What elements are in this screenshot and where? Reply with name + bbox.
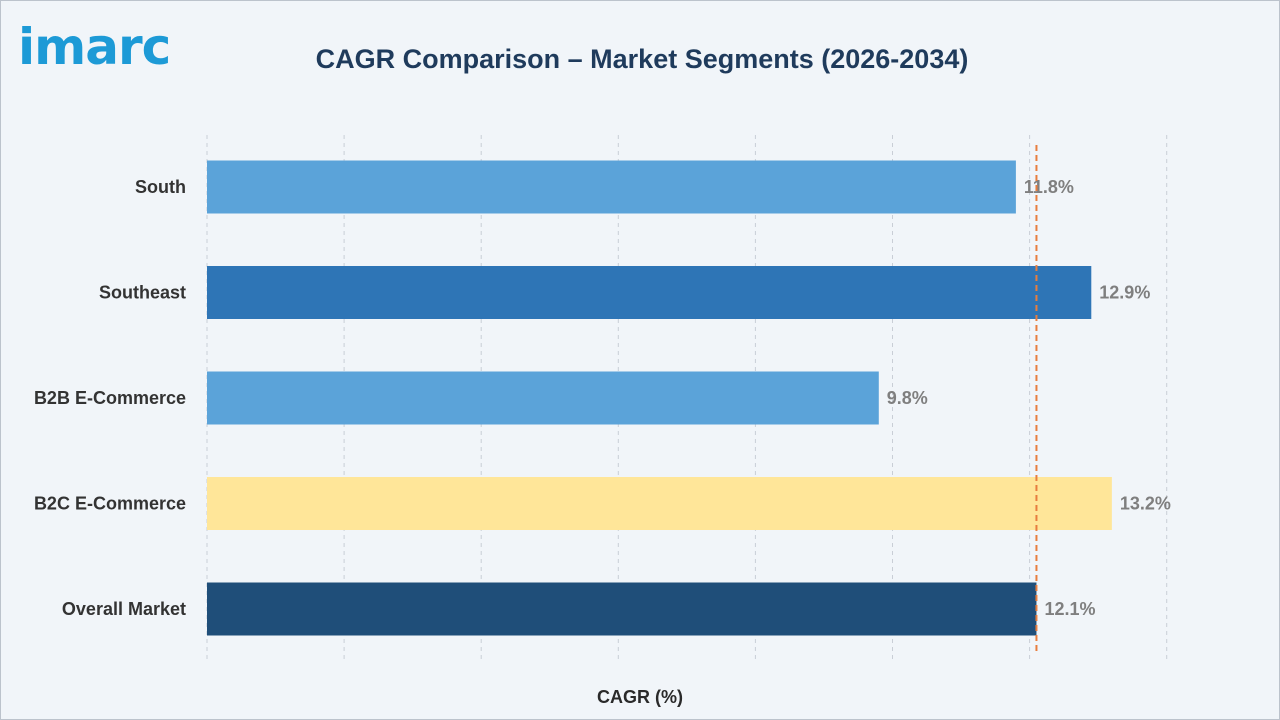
bar [207, 582, 1037, 636]
category-label: B2C E-Commerce [34, 494, 186, 514]
category-labels: South Southeast B2B E-Commerce B2C E-Commer… [34, 177, 186, 619]
value-label: 9.8% [887, 388, 928, 408]
imarc-logo: imarc [18, 18, 171, 76]
category-label: South [135, 177, 186, 197]
bars [207, 160, 1112, 636]
value-label: 12.1% [1044, 599, 1095, 619]
value-label: 12.9% [1099, 283, 1150, 303]
chart-title: CAGR Comparison – Market Segments (2026-… [315, 44, 969, 74]
bar [207, 371, 879, 425]
value-labels: 11.8% 12.9% 9.8% 13.2% 12.1% [887, 177, 1171, 619]
value-label: 11.8% [1024, 177, 1074, 197]
bar [207, 266, 1092, 319]
bar [207, 477, 1112, 530]
bar [207, 160, 1016, 214]
x-axis-label: CAGR (%) [597, 687, 683, 707]
value-label: 13.2% [1120, 494, 1171, 514]
category-label: Southeast [99, 283, 186, 303]
category-label: B2B E-Commerce [34, 388, 186, 408]
category-label: Overall Market [62, 599, 186, 619]
